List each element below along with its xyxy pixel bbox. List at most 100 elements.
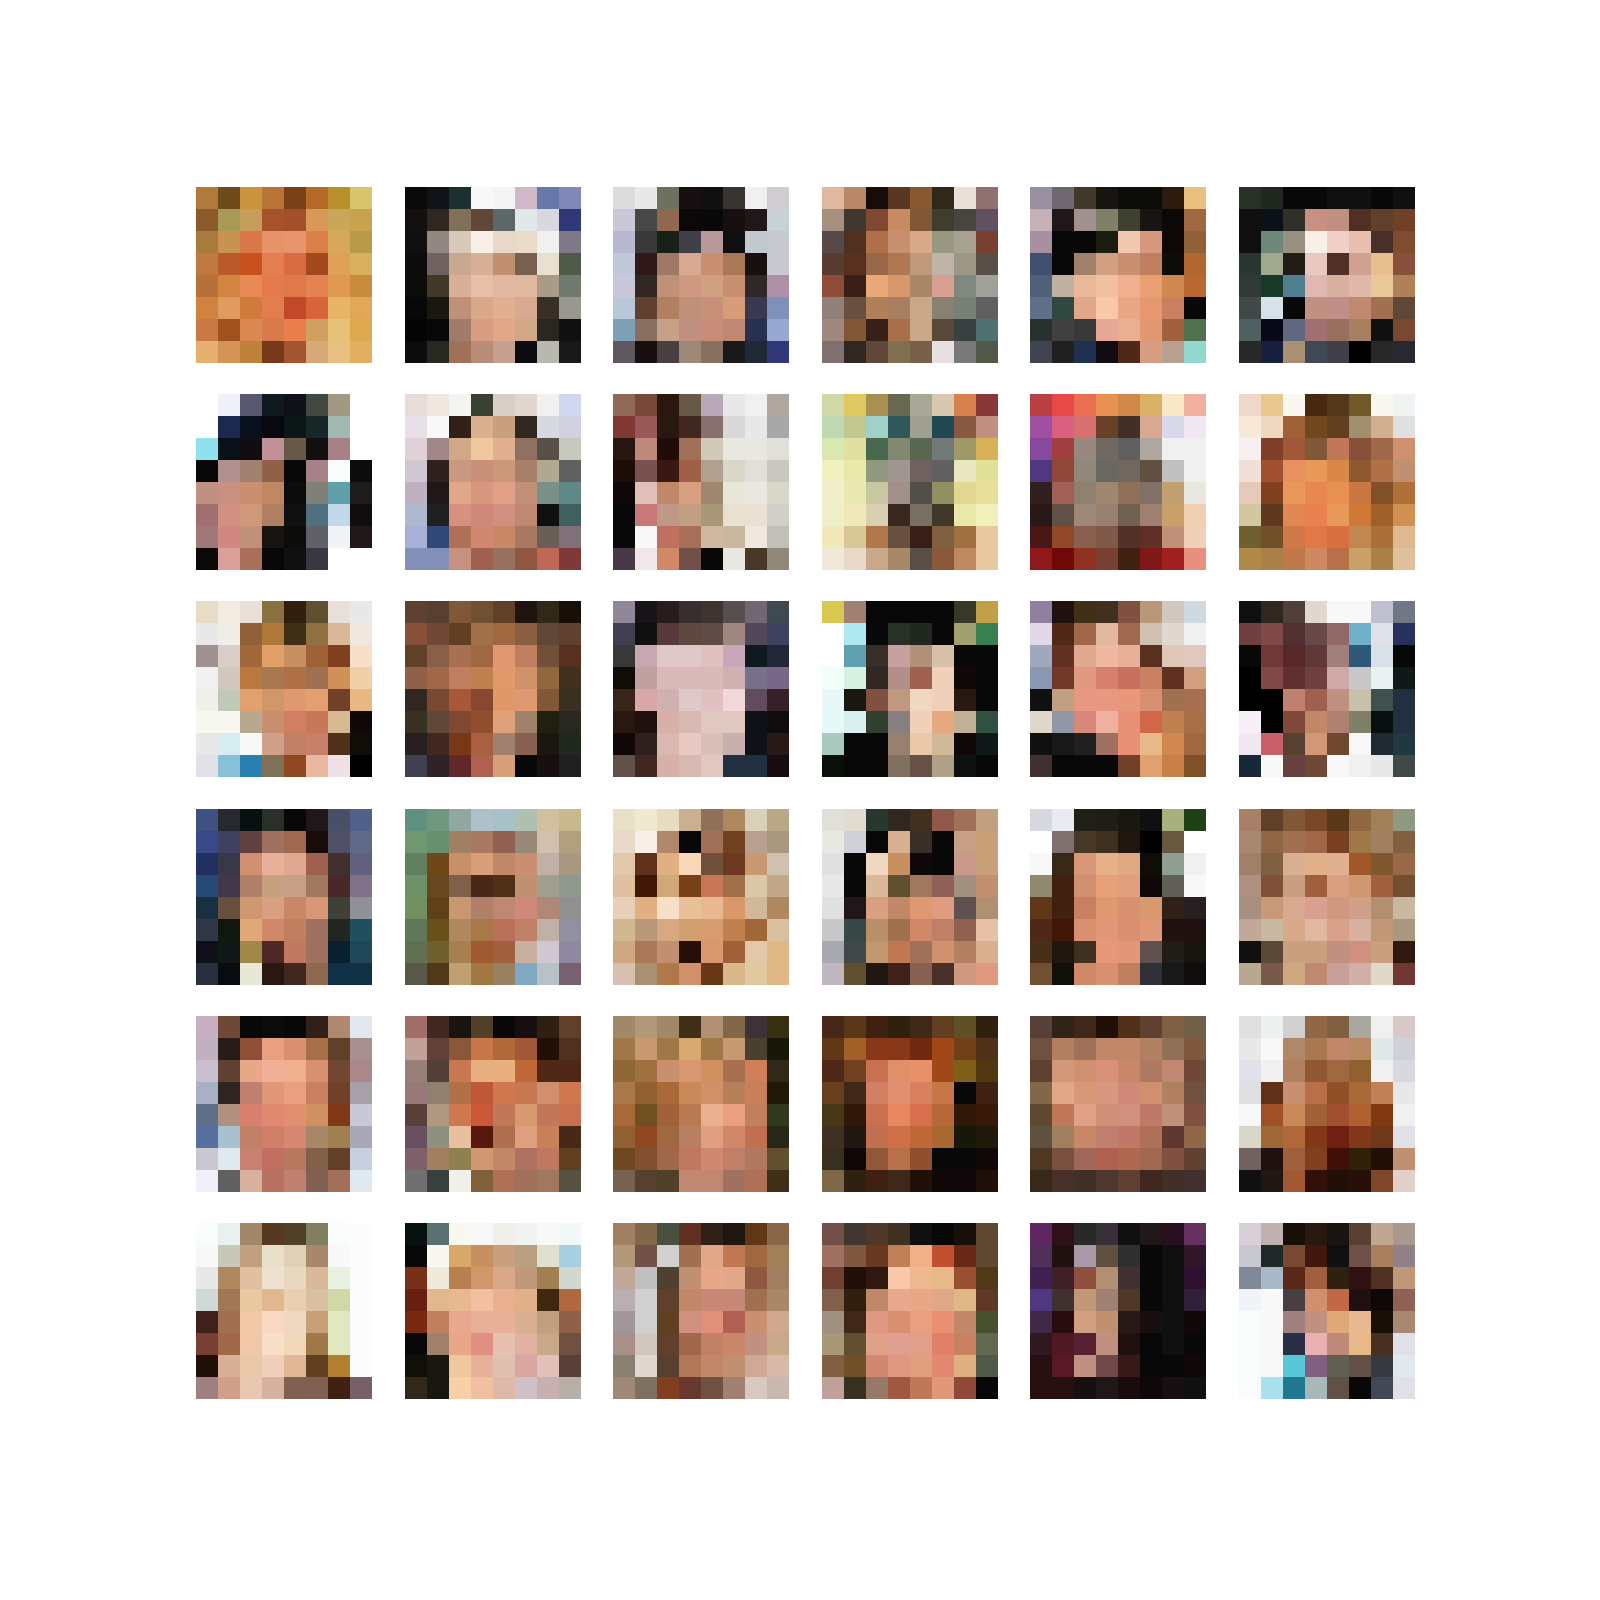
face-thumbnail: [613, 187, 789, 363]
thumbnail-pixel: [657, 297, 679, 319]
thumbnail-pixel: [240, 667, 262, 689]
thumbnail-pixel: [1349, 297, 1371, 319]
thumbnail-pixel: [1393, 438, 1415, 460]
thumbnail-pixel: [954, 853, 976, 875]
thumbnail-pixel: [1283, 1082, 1305, 1104]
thumbnail-pixel: [1261, 548, 1283, 570]
thumbnail-pixel: [449, 941, 471, 963]
thumbnail-pixel: [1074, 1245, 1096, 1267]
thumbnail-pixel: [1140, 809, 1162, 831]
thumbnail-pixel: [954, 1148, 976, 1170]
thumbnail-pixel: [679, 1289, 701, 1311]
thumbnail-pixel: [723, 1148, 745, 1170]
thumbnail-pixel: [537, 1355, 559, 1377]
thumbnail-pixel: [350, 689, 372, 711]
thumbnail-pixel: [218, 1333, 240, 1355]
thumbnail-pixel: [1327, 733, 1349, 755]
thumbnail-pixel: [1096, 645, 1118, 667]
thumbnail-pixel: [284, 416, 306, 438]
thumbnail-pixel: [449, 394, 471, 416]
thumbnail-pixel: [427, 1333, 449, 1355]
thumbnail-pixel: [679, 875, 701, 897]
thumbnail-pixel: [1074, 275, 1096, 297]
thumbnail-pixel: [635, 319, 657, 341]
thumbnail-pixel: [350, 897, 372, 919]
face-thumbnail: [405, 394, 581, 570]
thumbnail-pixel: [1096, 1377, 1118, 1399]
thumbnail-pixel: [1371, 209, 1393, 231]
thumbnail-pixel: [350, 1104, 372, 1126]
thumbnail-pixel: [701, 941, 723, 963]
thumbnail-pixel: [1184, 1223, 1206, 1245]
thumbnail-pixel: [679, 438, 701, 460]
thumbnail-pixel: [218, 253, 240, 275]
thumbnail-pixel: [613, 645, 635, 667]
thumbnail-pixel: [723, 416, 745, 438]
thumbnail-pixel: [515, 1082, 537, 1104]
thumbnail-pixel: [196, 1060, 218, 1082]
thumbnail-pixel: [449, 460, 471, 482]
thumbnail-pixel: [284, 1267, 306, 1289]
thumbnail-pixel: [723, 919, 745, 941]
thumbnail-pixel: [262, 645, 284, 667]
thumbnail-pixel: [822, 341, 844, 363]
thumbnail-pixel: [745, 1060, 767, 1082]
thumbnail-pixel: [1118, 504, 1140, 526]
thumbnail-pixel: [1052, 1104, 1074, 1126]
thumbnail-pixel: [635, 1333, 657, 1355]
thumbnail-pixel: [1283, 548, 1305, 570]
thumbnail-pixel: [240, 733, 262, 755]
thumbnail-pixel: [723, 394, 745, 416]
thumbnail-pixel: [1140, 1126, 1162, 1148]
thumbnail-pixel: [844, 1245, 866, 1267]
thumbnail-pixel: [1371, 645, 1393, 667]
thumbnail-pixel: [449, 1082, 471, 1104]
thumbnail-pixel: [493, 645, 515, 667]
thumbnail-pixel: [1096, 1060, 1118, 1082]
thumbnail-pixel: [1030, 1311, 1052, 1333]
thumbnail-pixel: [745, 297, 767, 319]
thumbnail-pixel: [471, 416, 493, 438]
thumbnail-pixel: [405, 941, 427, 963]
thumbnail-pixel: [471, 1267, 493, 1289]
thumbnail-pixel: [328, 831, 350, 853]
thumbnail-pixel: [350, 645, 372, 667]
thumbnail-pixel: [1074, 209, 1096, 231]
thumbnail-pixel: [1239, 275, 1261, 297]
thumbnail-pixel: [701, 689, 723, 711]
thumbnail-pixel: [449, 853, 471, 875]
thumbnail-pixel: [679, 963, 701, 985]
thumbnail-pixel: [822, 1104, 844, 1126]
thumbnail-pixel: [1074, 297, 1096, 319]
thumbnail-pixel: [976, 504, 998, 526]
thumbnail-pixel: [723, 526, 745, 548]
thumbnail-pixel: [866, 253, 888, 275]
thumbnail-pixel: [613, 1267, 635, 1289]
thumbnail-pixel: [745, 1289, 767, 1311]
thumbnail-pixel: [196, 755, 218, 777]
thumbnail-pixel: [888, 275, 910, 297]
thumbnail-pixel: [515, 1311, 537, 1333]
thumbnail-pixel: [1393, 919, 1415, 941]
thumbnail-pixel: [767, 875, 789, 897]
thumbnail-pixel: [196, 941, 218, 963]
face-thumbnail: [1030, 809, 1206, 985]
thumbnail-pixel: [1371, 733, 1393, 755]
thumbnail-pixel: [723, 689, 745, 711]
thumbnail-pixel: [723, 623, 745, 645]
thumbnail-pixel: [910, 253, 932, 275]
thumbnail-pixel: [284, 231, 306, 253]
thumbnail-pixel: [1239, 1016, 1261, 1038]
thumbnail-pixel: [866, 482, 888, 504]
thumbnail-pixel: [1261, 601, 1283, 623]
thumbnail-pixel: [493, 253, 515, 275]
thumbnail-pixel: [767, 1311, 789, 1333]
thumbnail-pixel: [537, 526, 559, 548]
thumbnail-pixel: [350, 1333, 372, 1355]
thumbnail-pixel: [240, 1289, 262, 1311]
thumbnail-pixel: [723, 1223, 745, 1245]
thumbnail-pixel: [1140, 645, 1162, 667]
thumbnail-pixel: [449, 1223, 471, 1245]
thumbnail-pixel: [635, 689, 657, 711]
thumbnail-pixel: [1371, 601, 1393, 623]
